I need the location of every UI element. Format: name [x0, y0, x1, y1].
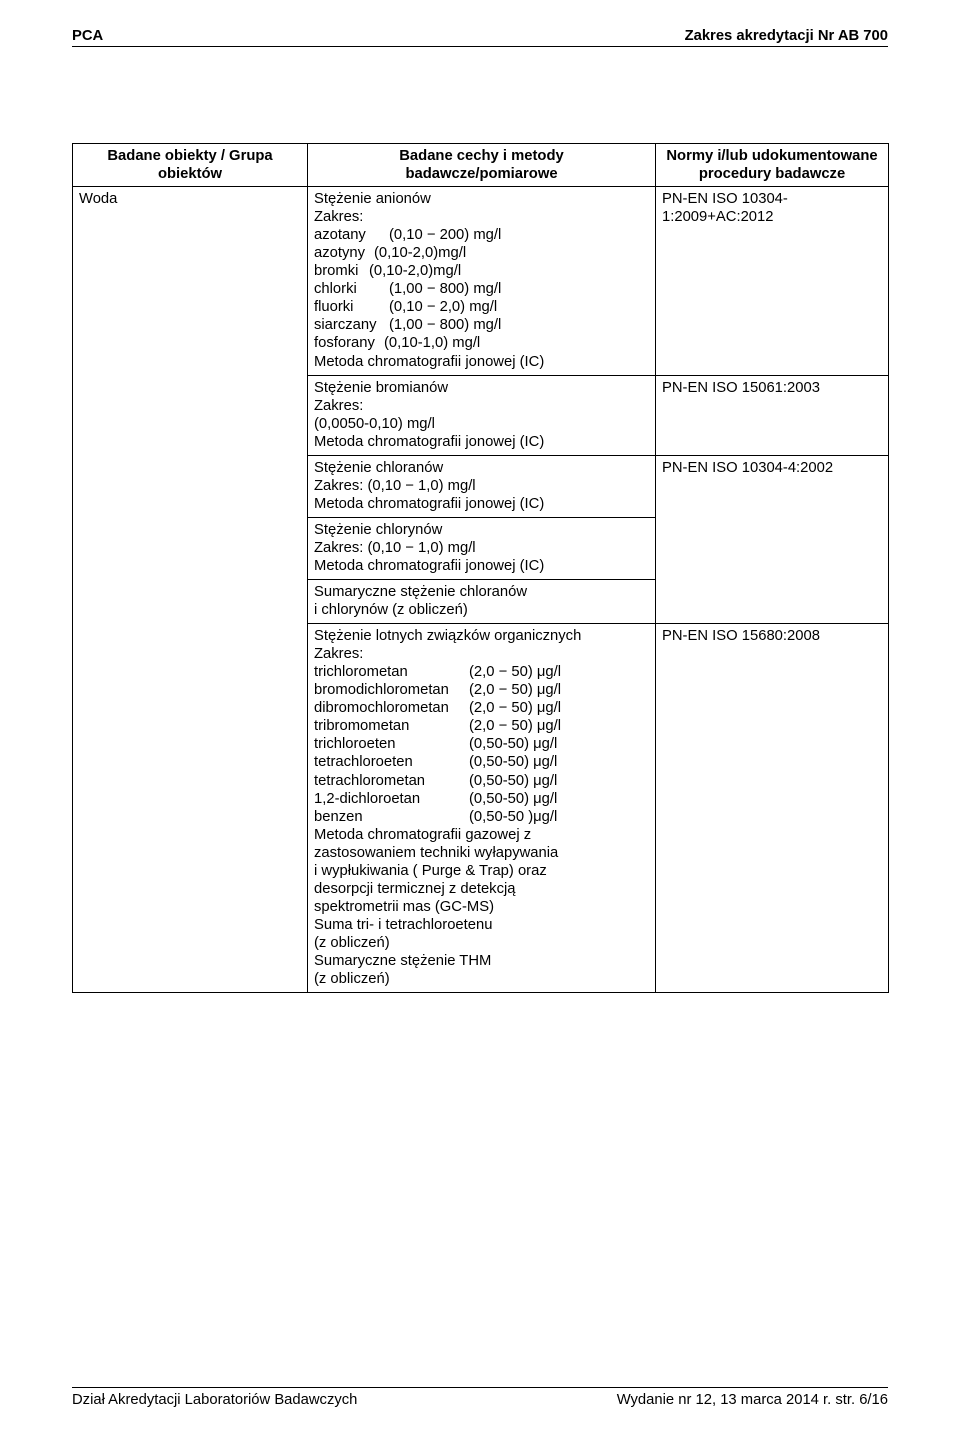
- method-block-sum-chlor: Sumaryczne stężenie chloranów i chlorynó…: [308, 580, 655, 624]
- footer-left: Dział Akredytacji Laboratoriów Badawczyc…: [72, 1392, 357, 1408]
- cell-norms: PN-EN ISO 10304-1:2009+AC:2012 PN-EN ISO…: [656, 187, 889, 993]
- method-block-voc: Stężenie lotnych związków organicznych Z…: [308, 624, 655, 992]
- cell-object: Woda: [73, 187, 308, 993]
- accreditation-table: Badane obiekty / Grupa obiektów Badane c…: [72, 143, 889, 993]
- method-block-chlorites: Stężenie chlorynów Zakres: (0,10 − 1,0) …: [308, 518, 655, 580]
- col-header-methods: Badane cechy i metody badawcze/pomiarowe: [308, 144, 656, 187]
- method-block-bromates: Stężenie bromianów Zakres: (0,0050-0,10)…: [308, 376, 655, 456]
- header-left: PCA: [72, 28, 103, 44]
- footer-right: Wydanie nr 12, 13 marca 2014 r. str. 6/1…: [617, 1392, 888, 1408]
- method-block-anions: Stężenie anionów Zakres: azotany(0,10 − …: [308, 187, 655, 375]
- cell-methods: Stężenie anionów Zakres: azotany(0,10 − …: [308, 187, 656, 993]
- norm-entry: PN-EN ISO 10304-1:2009+AC:2012: [656, 187, 888, 375]
- norm-entry: PN-EN ISO 15680:2008: [656, 624, 888, 992]
- page-footer: Dział Akredytacji Laboratoriów Badawczyc…: [72, 1387, 888, 1408]
- table-row: Woda Stężenie anionów Zakres: azotany(0,…: [73, 187, 889, 993]
- norm-entry: PN-EN ISO 15061:2003: [656, 376, 888, 456]
- norm-entry: PN-EN ISO 10304-4:2002: [656, 456, 888, 624]
- page-header: PCA Zakres akredytacji Nr AB 700: [72, 28, 888, 47]
- method-block-chlorates: Stężenie chloranów Zakres: (0,10 − 1,0) …: [308, 456, 655, 518]
- table-header-row: Badane obiekty / Grupa obiektów Badane c…: [73, 144, 889, 187]
- col-header-objects: Badane obiekty / Grupa obiektów: [73, 144, 308, 187]
- header-right: Zakres akredytacji Nr AB 700: [685, 28, 888, 44]
- col-header-norms: Normy i/lub udokumentowane procedury bad…: [656, 144, 889, 187]
